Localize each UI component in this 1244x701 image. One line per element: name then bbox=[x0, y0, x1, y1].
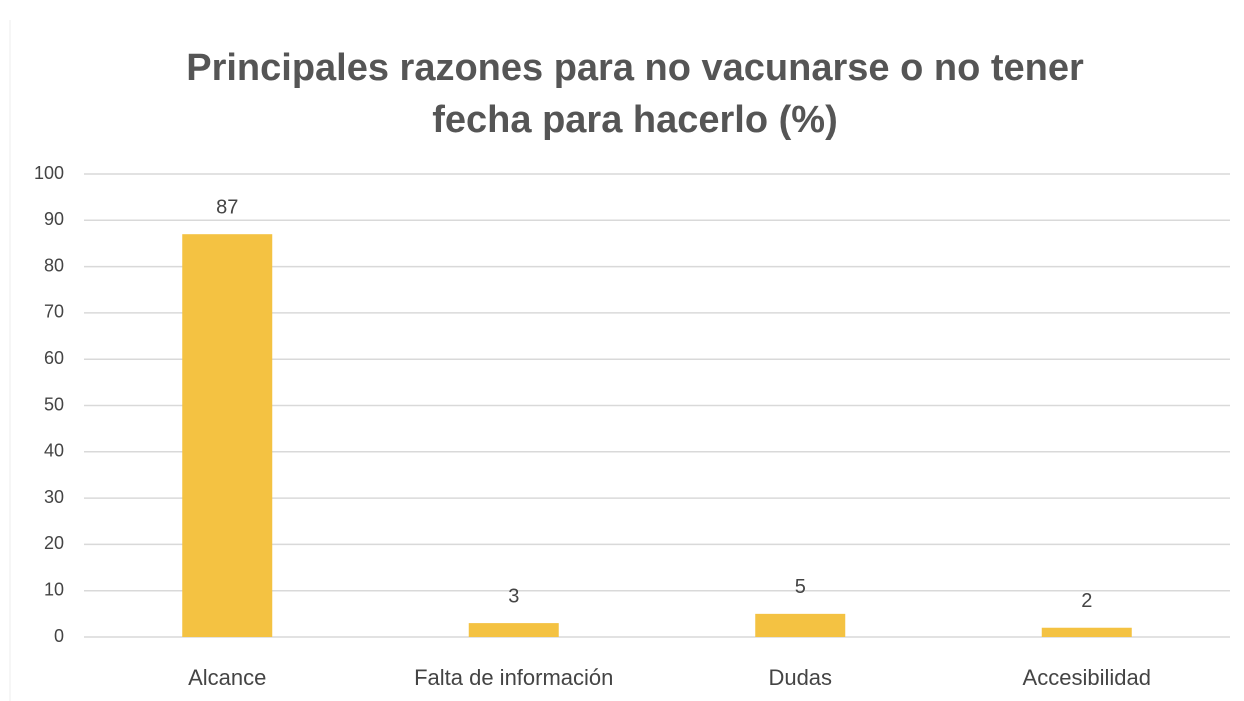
y-tick-label: 50 bbox=[44, 394, 64, 414]
bar bbox=[468, 623, 559, 637]
data-label: 87 bbox=[216, 196, 238, 218]
x-tick-label: Alcance bbox=[188, 665, 266, 690]
chart-title: Principales razones para no vacunarse o … bbox=[186, 47, 1084, 141]
y-tick-label: 0 bbox=[54, 626, 64, 646]
y-tick-label: 40 bbox=[44, 441, 64, 461]
x-tick-label: Accesibilidad bbox=[1023, 665, 1151, 690]
bar bbox=[1041, 627, 1132, 637]
y-tick-label: 80 bbox=[44, 255, 64, 275]
x-tick-label: Dudas bbox=[768, 665, 832, 690]
y-tick-label: 90 bbox=[44, 209, 64, 229]
y-tick-label: 20 bbox=[44, 533, 64, 553]
data-label: 2 bbox=[1081, 590, 1092, 612]
y-tick-label: 70 bbox=[44, 302, 64, 322]
y-tick-label: 10 bbox=[44, 579, 64, 599]
y-tick-label: 100 bbox=[34, 163, 64, 183]
data-label: 3 bbox=[508, 585, 519, 607]
bar bbox=[755, 613, 846, 637]
x-tick-label: Falta de información bbox=[414, 665, 613, 690]
bar bbox=[182, 234, 273, 637]
y-tick-label: 60 bbox=[44, 348, 64, 368]
data-label: 5 bbox=[795, 576, 806, 598]
y-tick-label: 30 bbox=[44, 487, 64, 507]
